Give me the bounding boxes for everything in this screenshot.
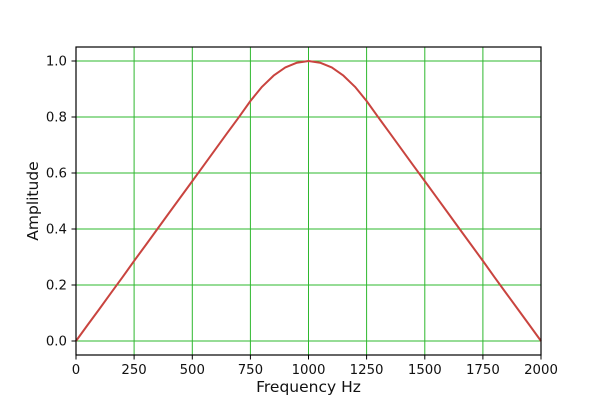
x-axis-label: Frequency Hz	[256, 378, 361, 396]
chart-layers: 0 250 500 750 1000 1250 1500 1750 2000 0.0 0.2 0.4 0…	[46, 46, 558, 378]
x-tick-label: 250	[121, 363, 146, 378]
y-tick-label: 0.2	[46, 279, 67, 294]
x-tick-label: 1750	[466, 363, 500, 378]
x-tick-label: 750	[238, 363, 263, 378]
x-tick-label: 2000	[524, 363, 558, 378]
y-axis-label: Amplitude	[24, 161, 42, 240]
y-tick-label: 1.0	[46, 55, 67, 70]
x-tick-label: 500	[180, 363, 205, 378]
x-tick-label: 1250	[350, 363, 384, 378]
amplitude-curve	[75, 60, 542, 342]
x-tick-label: 0	[72, 363, 80, 378]
x-tick-label: 1500	[408, 363, 442, 378]
y-tick-label: 0.6	[46, 167, 67, 182]
x-tick-label: 1000	[292, 363, 326, 378]
y-tick-label: 0.0	[46, 335, 67, 350]
y-tick-label: 0.8	[46, 111, 67, 126]
y-tick-label: 0.4	[46, 223, 67, 238]
